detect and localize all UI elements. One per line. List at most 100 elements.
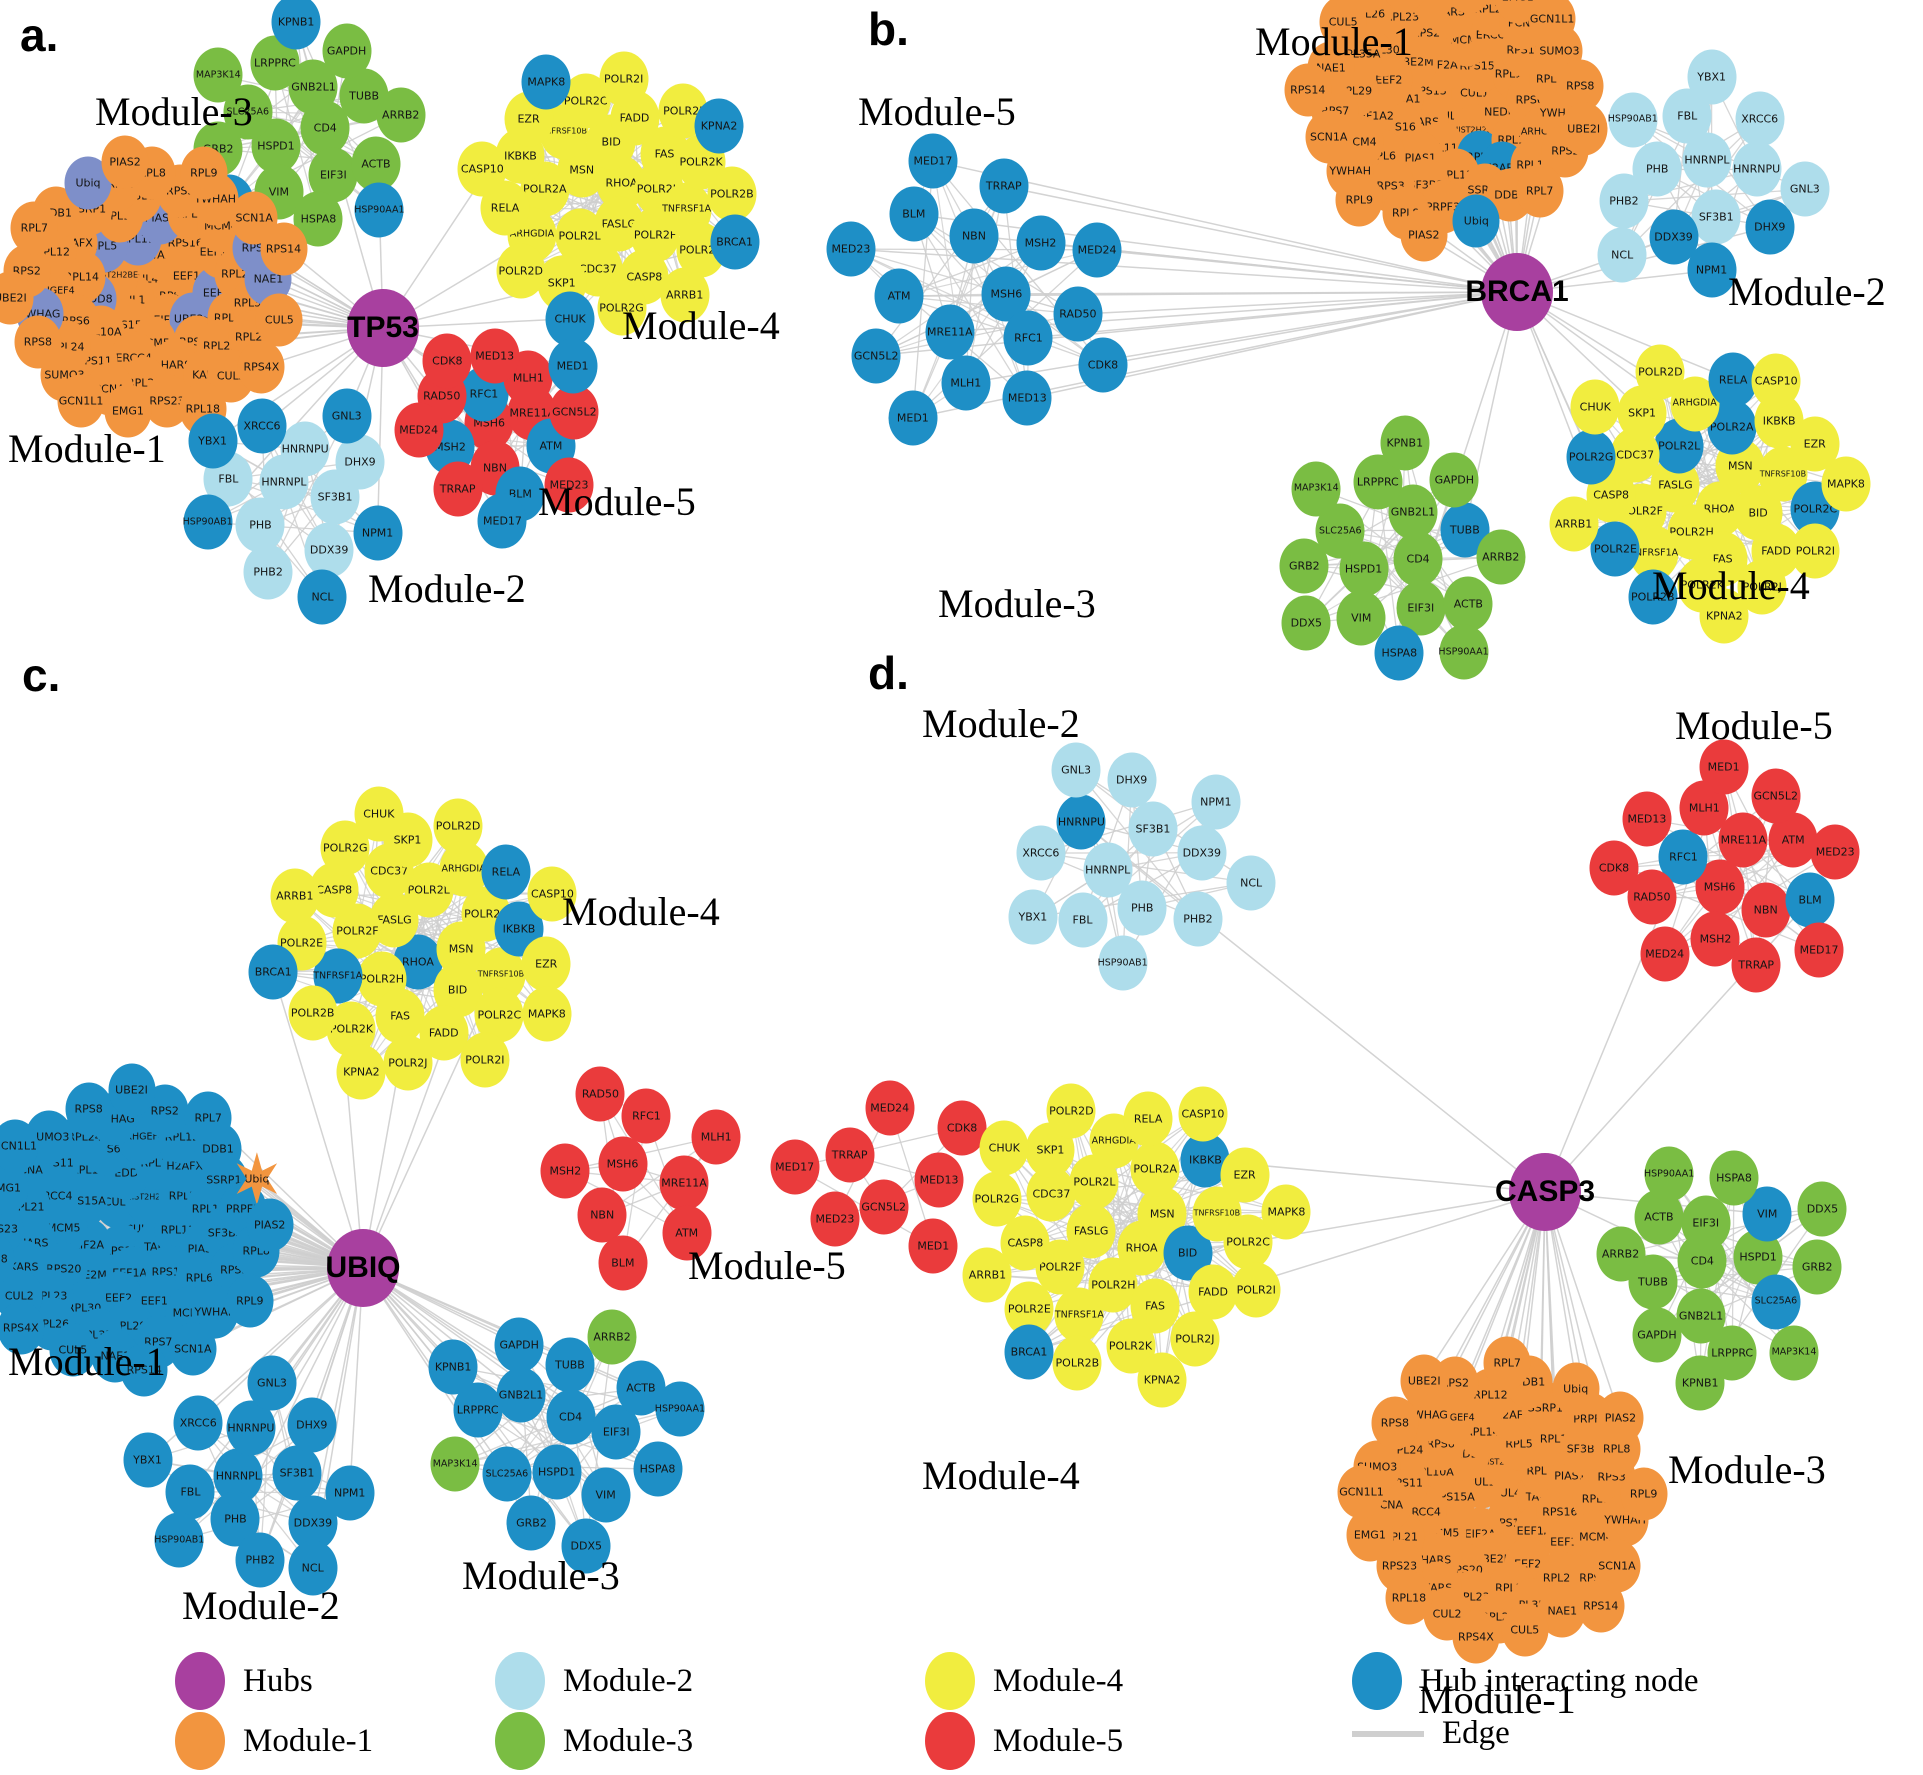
node-mapk8[interactable]: MAPK8 <box>1821 456 1871 512</box>
node-pias2[interactable]: PIAS2 <box>246 1198 294 1252</box>
node-scn1a[interactable]: SCN1A <box>169 1322 217 1376</box>
node-ube2i[interactable]: UBE2I <box>1400 1354 1448 1408</box>
node-hsp90ab1[interactable]: HSP90AB1 <box>1098 935 1148 991</box>
node-kpnb1[interactable]: KPNB1 <box>1380 415 1430 471</box>
node-med17[interactable]: MED17 <box>770 1139 820 1195</box>
node-ubiq[interactable]: Ubiq <box>1452 194 1500 248</box>
node-rpl7[interactable]: RPL7 <box>1483 1336 1531 1390</box>
node-dhx9[interactable]: DHX9 <box>287 1397 337 1453</box>
node-pias2[interactable]: PIAS2 <box>1596 1391 1644 1445</box>
node-phb2[interactable]: PHB2 <box>1599 173 1649 229</box>
node-med13[interactable]: MED13 <box>1002 370 1052 426</box>
node-dhx9[interactable]: DHX9 <box>335 434 385 490</box>
node-polr2f[interactable]: POLR2F <box>1035 1239 1085 1295</box>
node-blm[interactable]: BLM <box>598 1235 648 1291</box>
node-arrb2[interactable]: ARRB2 <box>1476 529 1526 585</box>
node-polr2i[interactable]: POLR2I <box>1790 523 1840 579</box>
node-ncl[interactable]: NCL <box>297 569 347 625</box>
node-gcn5l2[interactable]: GCN5L2 <box>859 1179 909 1235</box>
node-phb[interactable]: PHB <box>1117 880 1167 936</box>
node-chuk[interactable]: CHUK <box>354 786 404 842</box>
node-map3k14[interactable]: MAP3K14 <box>1291 461 1341 516</box>
node-ddx39[interactable]: DDX39 <box>304 522 354 578</box>
node-msh6[interactable]: MSH6 <box>598 1136 648 1192</box>
node-mlh1[interactable]: MLH1 <box>691 1109 741 1165</box>
node-polr2i[interactable]: POLR2I <box>460 1032 510 1088</box>
node-med24[interactable]: MED24 <box>1640 926 1690 982</box>
node-npm1[interactable]: NPM1 <box>1687 242 1737 298</box>
node-gapdh[interactable]: GAPDH <box>494 1317 544 1373</box>
node-gnl3[interactable]: GNL3 <box>1051 742 1101 798</box>
node-sf3b1[interactable]: SF3B1 <box>1128 801 1178 857</box>
node-med23[interactable]: MED23 <box>1810 824 1860 880</box>
node-rpl7[interactable]: RPL7 <box>10 201 58 255</box>
node-ybx1[interactable]: YBX1 <box>1687 49 1737 105</box>
node-rpl18[interactable]: RPL18 <box>0 1232 15 1285</box>
node-cdk8[interactable]: CDK8 <box>937 1100 987 1156</box>
node-hspa8[interactable]: HSPA8 <box>633 1441 682 1497</box>
node-rpl7[interactable]: RPL7 <box>1516 164 1564 218</box>
node-med13[interactable]: MED13 <box>470 328 520 384</box>
node-cdk8[interactable]: CDK8 <box>1589 840 1639 896</box>
node-ezr[interactable]: EZR <box>1220 1147 1270 1203</box>
node-emg1[interactable]: EMG1 <box>104 384 152 438</box>
node-fadd[interactable]: FADD <box>1188 1264 1238 1319</box>
node-dhx9[interactable]: DHX9 <box>1107 752 1157 808</box>
node-eif3i[interactable]: EIF3I <box>1681 1195 1731 1251</box>
node-polr2g[interactable]: POLR2G <box>597 280 647 336</box>
node-ybx1[interactable]: YBX1 <box>188 413 238 469</box>
node-med24[interactable]: MED24 <box>865 1080 915 1136</box>
node-arrb1[interactable]: ARRB1 <box>962 1247 1012 1303</box>
node-polr2b[interactable]: POLR2B <box>288 985 338 1041</box>
node-rps2[interactable]: RPS2 <box>141 1084 189 1138</box>
node-msh6[interactable]: MSH6 <box>981 266 1031 322</box>
node-xrcc6[interactable]: XRCC6 <box>1735 91 1785 147</box>
node-mlh1[interactable]: MLH1 <box>941 355 991 411</box>
node-gcn1l1[interactable]: GCN1L1 <box>0 1119 39 1173</box>
node-rela[interactable]: RELA <box>481 844 531 900</box>
node-ddx39[interactable]: DDX39 <box>1177 825 1227 881</box>
node-hsp90ab1[interactable]: HSP90AB1 <box>183 494 233 550</box>
node-blm[interactable]: BLM <box>1785 872 1835 928</box>
node-fas[interactable]: FAS <box>375 988 425 1044</box>
node-npm1[interactable]: NPM1 <box>325 1465 375 1521</box>
node-xrcc6[interactable]: XRCC6 <box>1016 825 1066 881</box>
node-casp10[interactable]: CASP10 <box>457 141 507 197</box>
node-grb2[interactable]: GRB2 <box>1279 538 1329 594</box>
node-ncl[interactable]: NCL <box>288 1540 338 1596</box>
node-hnrnpu[interactable]: HNRNPU <box>280 421 330 477</box>
node-med23[interactable]: MED23 <box>544 457 594 513</box>
node-gapdh[interactable]: GAPDH <box>1632 1307 1682 1363</box>
node-hsp90aa1[interactable]: HSP90AA1 <box>655 1381 705 1437</box>
node-mapk8[interactable]: MAPK8 <box>522 986 572 1042</box>
node-npm1[interactable]: NPM1 <box>353 505 403 561</box>
node-phb2[interactable]: PHB2 <box>243 544 293 600</box>
node-gcn1l1[interactable]: GCN1L1 <box>1337 1465 1385 1519</box>
node-hnrnpu[interactable]: HNRNPU <box>1732 141 1782 197</box>
node-kpnb1[interactable]: KPNB1 <box>1675 1355 1725 1411</box>
node-cul5[interactable]: CUL5 <box>1501 1603 1549 1657</box>
node-gnb2l1[interactable]: GNB2L1 <box>496 1367 546 1423</box>
node-mre11a[interactable]: MRE11A <box>925 304 975 360</box>
node-trrap[interactable]: TRRAP <box>825 1127 875 1183</box>
node-cul2[interactable]: CUL2 <box>1381 0 1429 12</box>
node-polr2e[interactable]: POLR2E <box>1590 521 1640 577</box>
node-ube2i[interactable]: UBE2I <box>1560 102 1608 156</box>
node-rps8[interactable]: RPS8 <box>14 315 62 369</box>
node-hspa8[interactable]: HSPA8 <box>1374 625 1424 681</box>
node-trrap[interactable]: TRRAP <box>1731 937 1781 993</box>
node-lrpprc[interactable]: LRPPRC <box>1353 454 1403 510</box>
node-polr2g[interactable]: POLR2G <box>1566 429 1616 485</box>
node-gnl3[interactable]: GNL3 <box>247 1355 297 1411</box>
node-rps14[interactable]: RPS14 <box>120 1343 168 1397</box>
node-polr2i[interactable]: POLR2I <box>1231 1262 1281 1318</box>
node-xrcc6[interactable]: XRCC6 <box>237 398 287 454</box>
node-med1[interactable]: MED1 <box>548 338 598 394</box>
node-lrpprc[interactable]: LRPPRC <box>1707 1325 1757 1381</box>
node-rela[interactable]: RELA <box>1123 1091 1173 1147</box>
node-hsp90ab1[interactable]: HSP90AB1 <box>154 1512 204 1568</box>
node-cd4[interactable]: CD4 <box>546 1389 596 1445</box>
node-med13[interactable]: MED13 <box>914 1152 964 1208</box>
node-arrb2[interactable]: ARRB2 <box>587 1309 637 1365</box>
node-nbn[interactable]: NBN <box>1741 882 1791 938</box>
